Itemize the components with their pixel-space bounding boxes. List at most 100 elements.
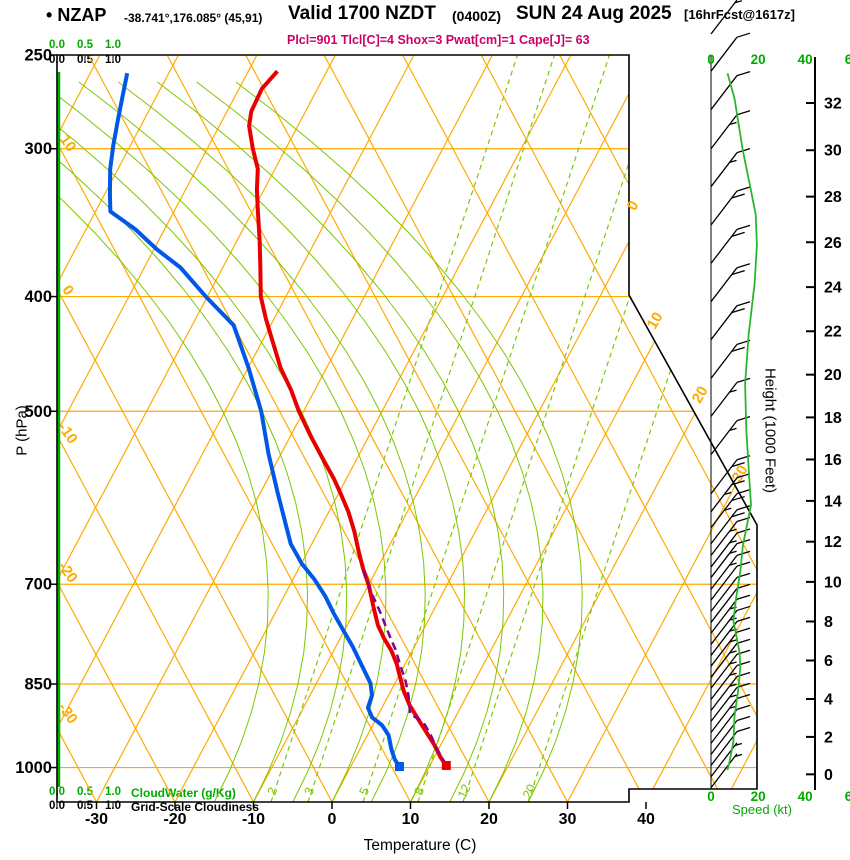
wind-barb-full [736, 627, 751, 633]
wind-barb [710, 186, 751, 226]
isotherm-label: 10 [644, 309, 667, 332]
wind-barb-staff [710, 708, 738, 744]
wind-barb-full [736, 660, 751, 667]
cloudwater-scale-value: 1.0 [105, 786, 121, 798]
wind-barb-full [736, 528, 751, 534]
height-tick-label: 0 [824, 767, 833, 784]
height-tick-label: 16 [824, 452, 842, 469]
temperature-tick-label: 0 [328, 811, 337, 828]
isotherm-line [0, 55, 21, 802]
wind-barb-half [729, 550, 737, 554]
wind-barb [710, 550, 751, 590]
wind-barb-half [729, 661, 737, 665]
background-grid [0, 55, 757, 802]
valid-date: SUN 24 Aug 2025 [516, 3, 672, 24]
speed-tick-top: 60 [845, 52, 850, 67]
speed-tick-bottom: 20 [751, 789, 766, 804]
wind-barb-half [724, 491, 732, 496]
wind-barb-staff [710, 698, 738, 733]
station-coords: -38.741°,176.085° (45,91) [124, 11, 263, 25]
isotherm-label: 20 [689, 383, 712, 406]
dry-adiabat-line [402, 55, 757, 802]
mixing-ratio-label: 3 [302, 785, 318, 797]
wind-barb-staff [710, 543, 738, 578]
wind-barb-full [736, 638, 751, 644]
valid-zulu: (0400Z) [452, 8, 502, 24]
station-code: NZAP [57, 5, 107, 25]
wind-barb-staff [710, 190, 738, 226]
dry-adiabat-line [57, 55, 333, 802]
wind-barb-staff [710, 565, 738, 601]
wind-barb-half [729, 683, 737, 687]
forecast-tag: [16hrFcst@1617z] [684, 7, 795, 22]
wind-barb-full [731, 512, 745, 518]
moist-adiabat-line [196, 81, 544, 802]
cloudwater-scale-value: 0.5 [77, 39, 93, 51]
wind-barb-full [736, 605, 751, 612]
wind-barb-full [731, 346, 745, 352]
surface-dewpoint-marker [394, 762, 404, 772]
isotherm-label: 30 [729, 462, 752, 485]
dewpoint-curve [107, 72, 401, 768]
wind-barb [710, 473, 751, 513]
wind-barb [710, 0, 743, 35]
wind-barb-staff [710, 477, 738, 513]
height-tick-label: 28 [824, 189, 842, 206]
speed-tick-bottom: 40 [798, 789, 813, 804]
isotherm-label: 0 [624, 198, 643, 214]
temperature-tick-label: 10 [402, 811, 420, 828]
wind-barb-staff [710, 305, 738, 341]
parcel-curve [360, 565, 447, 766]
wind-barb-half [729, 540, 737, 544]
wind-barb-staff [710, 75, 738, 110]
wind-barb-full [731, 231, 745, 237]
cloudwater-label: CloudWater (g/Kg) [131, 786, 236, 800]
dry-adiabat-line [88, 55, 490, 802]
wind-barb [710, 505, 751, 545]
isotherm-line [488, 55, 757, 802]
wind-barb-half [729, 639, 737, 643]
speed-axis-label: Speed (kt) [732, 802, 792, 817]
temperature-axis-label: Temperature (C) [363, 837, 477, 854]
dry-adiabat-line [57, 55, 255, 802]
plot-frame [56, 54, 758, 803]
pressure-tick-label: 250 [24, 47, 52, 65]
wind-barb [710, 704, 751, 744]
mixing-ratio-label: 20 [520, 782, 539, 801]
wind-barb-full [736, 70, 751, 77]
wind-barb-full [736, 301, 751, 307]
wind-barb-staff [710, 642, 738, 678]
isotherm-line [174, 55, 572, 802]
moist-adiabat-line [117, 81, 466, 802]
wind-barb-full [736, 704, 751, 710]
dry-adiabat-label: 10 [56, 132, 79, 155]
height-tick-label: 18 [824, 410, 842, 427]
isotherm-line [331, 55, 729, 802]
height-tick-label: 26 [824, 235, 842, 252]
wind-barb-staff [710, 554, 738, 590]
wind-barb [710, 110, 751, 150]
wind-barb-staff [710, 0, 738, 35]
speed-tick-top: 0 [707, 52, 715, 67]
wind-barb-full [736, 110, 751, 116]
wind-barb-full [736, 561, 751, 567]
dry-adiabat-line [323, 55, 726, 802]
wind-barb-staff [710, 653, 738, 689]
pressure-tick-label: 300 [24, 140, 52, 158]
wind-barb-full [736, 186, 751, 192]
wind-barb [710, 726, 751, 766]
wind-barb-full [736, 377, 751, 384]
station-title: • NZAP [46, 5, 106, 26]
gridscale-cloudiness-label: Grid-Scale Cloudiness [131, 800, 260, 814]
height-tick-label: 6 [824, 653, 833, 670]
dry-adiabat-line [637, 55, 757, 802]
wind-barb-staff [710, 621, 738, 656]
wind-barb-staff [710, 610, 738, 645]
dry-adiabat-line [0, 55, 18, 802]
wind-speed-profile [726, 72, 758, 771]
height-tick-label: 24 [824, 280, 842, 297]
wind-barb [710, 263, 751, 303]
wind-barb-full [731, 462, 745, 468]
temperature-tick-label: -30 [85, 811, 108, 828]
